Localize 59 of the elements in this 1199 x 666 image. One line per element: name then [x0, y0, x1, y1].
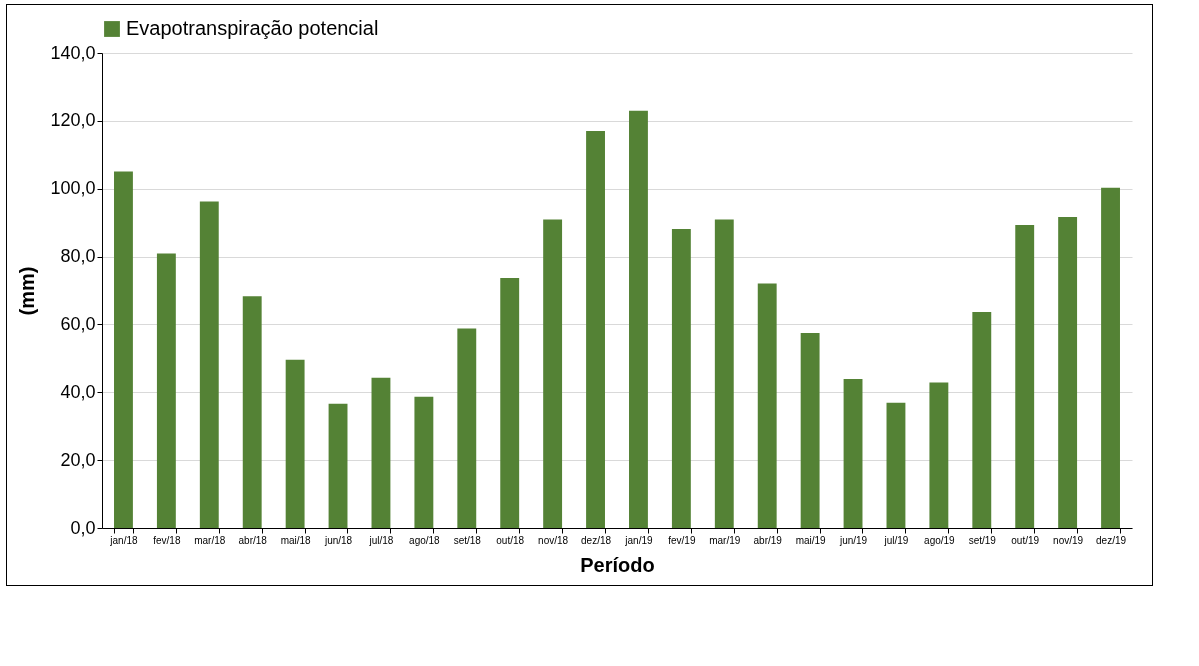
x-tick-label: jan/18 [109, 534, 139, 546]
bar [457, 328, 477, 528]
bar [1015, 225, 1035, 528]
x-tick-label: mar/18 [194, 534, 226, 546]
bar [1058, 216, 1078, 528]
x-tick-label: out/19 [1011, 534, 1040, 546]
x-tick-label: set/18 [453, 534, 482, 546]
x-tick-label: dez/18 [581, 534, 612, 546]
x-tick-label: mar/19 [709, 534, 741, 546]
bar [371, 377, 391, 528]
bar [543, 219, 563, 528]
bar [156, 253, 176, 528]
x-tick-label: abr/18 [238, 534, 268, 546]
x-tick-label: jan/19 [624, 534, 654, 546]
x-tick-label: nov/18 [538, 534, 569, 546]
bar [629, 110, 648, 528]
x-tick-label: out/18 [496, 534, 525, 546]
x-tick-label: fev/18 [153, 534, 181, 546]
bar [285, 359, 305, 528]
bar [199, 201, 219, 528]
y-tick-label: 20,0 [60, 449, 96, 470]
bar [929, 382, 949, 528]
bar [757, 283, 777, 528]
bar [242, 296, 262, 528]
bar [886, 402, 906, 528]
y-tick-label: 0,0 [70, 517, 96, 538]
y-tick-label: 100,0 [50, 178, 96, 199]
bar [586, 131, 605, 528]
x-tick-label: fev/19 [668, 534, 696, 546]
bar [114, 171, 133, 528]
x-tick-label: jul/18 [368, 534, 394, 546]
bar [972, 311, 992, 528]
bar [500, 277, 520, 528]
y-tick-label: 40,0 [60, 381, 96, 402]
x-tick-label: jul/19 [883, 534, 909, 546]
bar [800, 332, 820, 528]
bar [328, 403, 348, 528]
y-tick-label: 80,0 [60, 246, 96, 267]
bar [843, 379, 863, 528]
x-tick-label: jun/18 [323, 534, 353, 546]
legend-label: Evapotranspiração potencial [126, 17, 379, 39]
y-tick-label: 120,0 [50, 110, 96, 131]
y-tick-label: 140,0 [50, 42, 96, 63]
x-tick-label: nov/19 [1053, 534, 1084, 546]
x-tick-label: set/19 [968, 534, 997, 546]
x-tick-label: ago/18 [409, 534, 441, 546]
x-axis-title: Período [580, 553, 655, 576]
x-tick-label: dez/19 [1096, 534, 1127, 546]
x-tick-label: abr/19 [753, 534, 783, 546]
bar [671, 229, 691, 528]
x-tick-label: ago/19 [924, 534, 956, 546]
bar [414, 396, 434, 528]
y-tick-label: 60,0 [60, 313, 96, 334]
x-tick-label: mai/19 [795, 534, 827, 546]
x-tick-label: mai/18 [280, 534, 312, 546]
y-axis-title: (mm) [16, 266, 39, 316]
bar [1101, 187, 1120, 528]
x-tick-label: jun/19 [838, 534, 868, 546]
bar [714, 219, 734, 528]
